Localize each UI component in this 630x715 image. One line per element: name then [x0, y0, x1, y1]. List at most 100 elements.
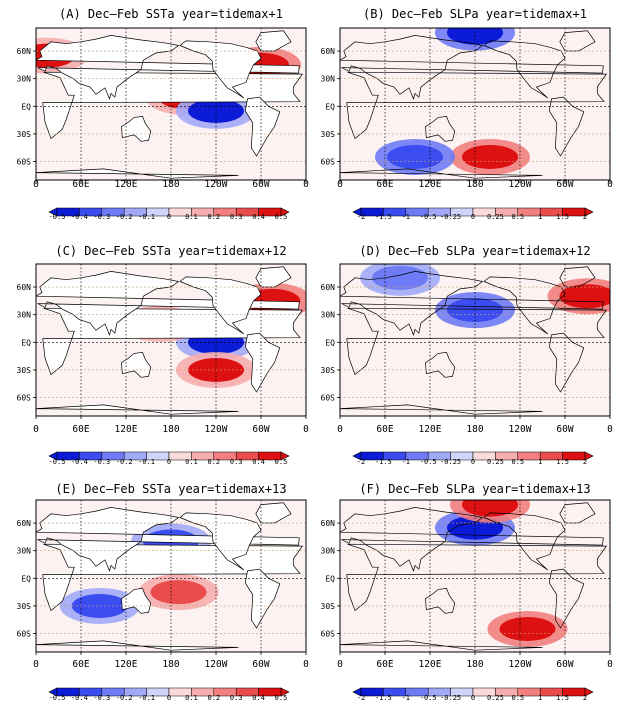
colorbar-label: 2 [583, 458, 587, 466]
x-tick-label: 180 [162, 424, 179, 435]
panel-B: (B) Dec–Feb SLPa year=tidemax+1 60N 30N EQ 3… [321, 7, 614, 221]
x-tick-label: 120W [509, 179, 532, 190]
anomaly-core-2 [150, 580, 207, 605]
colorbar-label: -0.5 [49, 458, 66, 466]
x-tick-label: 120W [205, 179, 228, 190]
colorbar-label: 0.4 [252, 213, 265, 221]
x-tick-label: 0 [33, 179, 39, 190]
colorbar: -0.5 -0.4 -0.3 -0.2 -0.1 0 0.1 0.2 0.3 0.4 0.5 [48, 451, 290, 466]
anomaly-core-1 [462, 144, 518, 169]
colorbar-arrow-right [584, 687, 594, 697]
colorbar-label: 0.3 [230, 694, 243, 702]
continent-outline [559, 502, 596, 524]
continent-outline [483, 512, 566, 571]
y-tick-label: EQ [325, 574, 335, 583]
continent-outline [346, 543, 607, 612]
colorbar-label: 0.2 [207, 694, 220, 702]
y-tick-label: 30S [17, 366, 32, 375]
y-tick-label: 30N [17, 311, 32, 320]
panel-title: (D) Dec–Feb SLPa year=tidemax+12 [359, 244, 590, 258]
colorbar-label: -0.25 [440, 213, 461, 221]
colorbar-arrow-right [280, 687, 290, 697]
x-tick-label: 60W [556, 179, 573, 190]
continent-outline [179, 276, 262, 335]
colorbar-label: -0.1 [138, 694, 155, 702]
continent-outline [255, 30, 292, 52]
colorbar-label: 0.2 [207, 213, 220, 221]
continent-outline [255, 502, 292, 524]
y-tick-label: 30N [321, 311, 336, 320]
x-tick-label: 120E [419, 179, 442, 190]
x-tick-label: 120E [419, 424, 442, 435]
colorbar-label: 0.25 [487, 694, 504, 702]
colorbar-label: -0.4 [71, 694, 88, 702]
colorbar-label: 0.5 [511, 458, 524, 466]
x-tick-label: 180 [466, 424, 483, 435]
y-tick-label: 60S [17, 158, 32, 167]
colorbar-label: -1.5 [375, 694, 392, 702]
x-tick-label: 0 [33, 424, 39, 435]
x-tick-label: 60E [72, 179, 89, 190]
colorbar-arrow-right [280, 207, 290, 217]
colorbar-label: -0.4 [71, 458, 88, 466]
anomaly-core-2 [499, 616, 556, 641]
x-tick-label: 0 [303, 179, 309, 190]
colorbar: -0.5 -0.4 -0.3 -0.2 -0.1 0 0.1 0.2 0.3 0.4 0.5 [48, 687, 290, 702]
x-tick-label: 0 [303, 659, 309, 670]
x-tick-label: 0 [303, 424, 309, 435]
x-tick-label: 60E [376, 424, 393, 435]
continent-outline [179, 40, 262, 99]
x-tick-label: 120E [115, 424, 138, 435]
y-tick-label: 60N [17, 47, 32, 56]
continent-outline [36, 404, 239, 416]
panel-title: (B) Dec–Feb SLPa year=tidemax+1 [363, 7, 587, 21]
colorbar-label: 1.5 [556, 458, 569, 466]
y-tick-label: EQ [325, 102, 335, 111]
continent-outline [483, 40, 566, 99]
continent-outline [244, 96, 281, 157]
y-tick-label: 30N [321, 75, 336, 84]
anomaly-core-1 [462, 500, 518, 517]
colorbar-label: 0.5 [511, 694, 524, 702]
x-tick-label: 60E [72, 659, 89, 670]
colorbar-label: -0.25 [440, 458, 461, 466]
colorbar-label: -0.3 [93, 213, 110, 221]
colorbar-label: 0 [471, 213, 475, 221]
panel-C: (C) Dec–Feb SSTa year=tidemax+12 60N 30N EQ… [17, 244, 310, 466]
continent-outline [121, 116, 152, 142]
colorbar-label: 0.2 [207, 458, 220, 466]
colorbar-label: -0.1 [138, 458, 155, 466]
y-tick-label: 30S [321, 130, 336, 139]
continent-outline [425, 116, 456, 142]
x-tick-label: 0 [337, 179, 343, 190]
colorbar-label: -1.5 [375, 213, 392, 221]
x-tick-label: 60W [556, 659, 573, 670]
x-tick-label: 180 [162, 179, 179, 190]
colorbar-label: 1.5 [556, 213, 569, 221]
colorbar-label: 1 [538, 694, 542, 702]
y-tick-label: 60S [17, 630, 32, 639]
continent-outline [36, 640, 239, 652]
colorbar-label: -1 [402, 458, 410, 466]
continent-outline [340, 404, 543, 416]
panel-title: (C) Dec–Feb SSTa year=tidemax+12 [55, 244, 286, 258]
colorbar-label: 0.5 [511, 213, 524, 221]
y-tick-label: 30S [17, 602, 32, 611]
x-tick-label: 120W [205, 424, 228, 435]
colorbar: -0.5 -0.4 -0.3 -0.2 -0.1 0 0.1 0.2 0.3 0.4 0.5 [48, 207, 290, 221]
continent-outline [36, 168, 239, 180]
y-tick-label: 60S [321, 394, 336, 403]
x-tick-label: 60W [252, 179, 269, 190]
panel-E: (E) Dec–Feb SSTa year=tidemax+13 60N 30N EQ… [17, 482, 310, 702]
colorbar-label: -1.5 [375, 458, 392, 466]
x-tick-label: 0 [607, 179, 613, 190]
continent-outline [244, 568, 281, 629]
colorbar-label: 0 [471, 694, 475, 702]
colorbar-label: 0.3 [230, 458, 243, 466]
anomaly-core-2 [387, 144, 443, 169]
y-tick-label: EQ [325, 338, 335, 347]
y-tick-label: 30N [321, 547, 336, 556]
anomaly-core-1 [559, 284, 610, 309]
colorbar-label: 0.4 [252, 694, 265, 702]
